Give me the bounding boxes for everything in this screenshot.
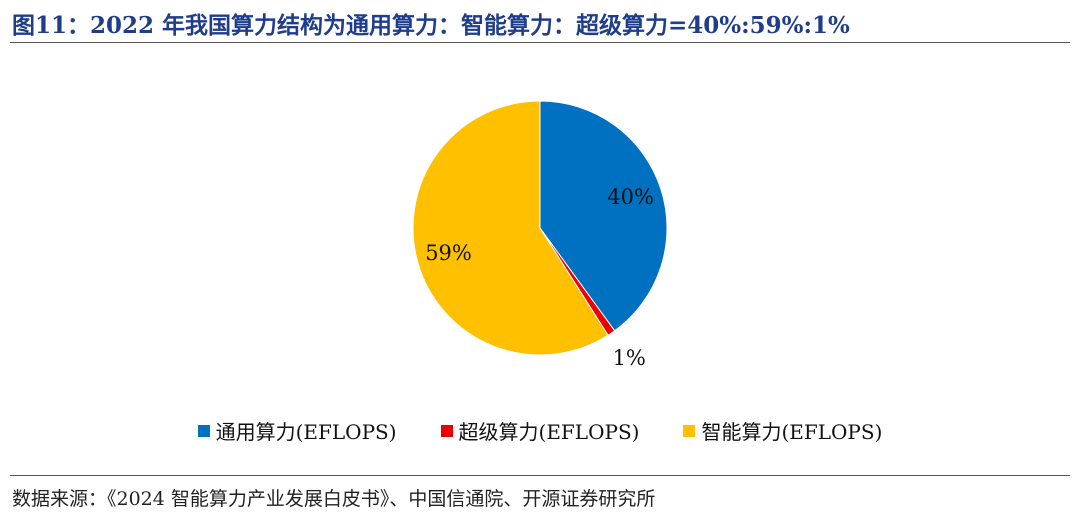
- chart-legend: 通用算力(EFLOPS) 超级算力(EFLOPS) 智能算力(EFLOPS): [0, 416, 1080, 445]
- pie-label-general: 40%: [607, 185, 654, 209]
- chart-title: 图11：2022 年我国算力结构为通用算力：智能算力：超级算力=40%:59%:…: [12, 12, 850, 39]
- legend-swatch-general: [197, 424, 210, 437]
- pie-slice-general: [539, 100, 668, 332]
- data-source: 数据来源：《2024 智能算力产业发展白皮书》、中国信通院、开源证券研究所: [12, 488, 656, 510]
- pie-slice-intelligent: [412, 100, 609, 356]
- legend-swatch-super: [440, 424, 453, 437]
- legend-item-general: 通用算力(EFLOPS): [197, 416, 397, 445]
- legend-label-super: 超级算力(EFLOPS): [458, 420, 640, 444]
- legend-label-general: 通用算力(EFLOPS): [215, 420, 397, 444]
- title-divider: [10, 42, 1070, 43]
- legend-label-intelligent: 智能算力(EFLOPS): [701, 420, 883, 444]
- legend-item-super: 超级算力(EFLOPS): [440, 416, 640, 445]
- pie-label-intelligent: 59%: [425, 241, 472, 265]
- pie-label-super: 1%: [613, 346, 646, 370]
- legend-swatch-intelligent: [683, 424, 696, 437]
- legend-item-intelligent: 智能算力(EFLOPS): [683, 416, 882, 445]
- source-divider: [10, 475, 1070, 476]
